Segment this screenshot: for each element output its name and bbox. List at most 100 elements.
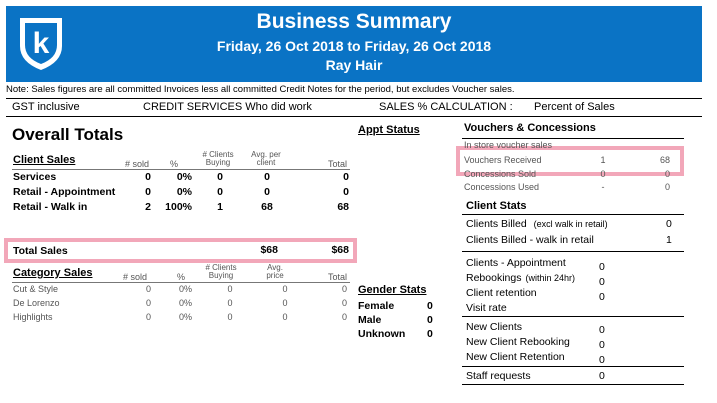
category-row-label: Cut & Style bbox=[13, 284, 59, 294]
voucher-row-label: In store voucher sales bbox=[464, 140, 553, 150]
total-sales-highlight bbox=[4, 238, 357, 263]
overall-totals-title: Overall Totals bbox=[12, 125, 124, 144]
cat-header-clients: # Clients Buying bbox=[205, 263, 237, 280]
voucher-row-label: Concessions Sold bbox=[464, 169, 537, 179]
divider bbox=[462, 384, 684, 385]
category-row-sold: 0 bbox=[145, 298, 151, 308]
category-row-sold: 0 bbox=[145, 312, 151, 322]
category-row-avg: 0 bbox=[282, 284, 288, 294]
report-note: Note: Sales figures are all committed In… bbox=[6, 84, 515, 95]
col-header-total: Total bbox=[327, 159, 347, 169]
client-sales-row-sold: 0 bbox=[145, 186, 151, 198]
salon-name: Ray Hair bbox=[325, 57, 383, 73]
col-header-sold: # sold bbox=[125, 159, 150, 169]
divider bbox=[6, 116, 702, 117]
staff-requests-value: 0 bbox=[599, 370, 605, 382]
divider bbox=[12, 282, 350, 283]
vouchers-title: Vouchers & Concessions bbox=[464, 122, 596, 134]
divider bbox=[462, 366, 684, 367]
category-row-clients: 0 bbox=[227, 298, 233, 308]
client-sales-row-pct: 0% bbox=[176, 171, 192, 183]
client-sales-row-total: 0 bbox=[343, 171, 349, 183]
category-row-total: 0 bbox=[341, 312, 347, 322]
clients-billed-label: Clients Billed (excl walk in retail) bbox=[466, 218, 608, 230]
col-header-clients: # Clients Buying bbox=[202, 150, 234, 167]
client-stat-label: Client retention bbox=[466, 287, 537, 299]
client-sales-title: Client Sales bbox=[13, 154, 76, 166]
divider bbox=[462, 138, 684, 139]
client-stat-label: Visit rate bbox=[466, 302, 507, 314]
category-row-pct: 0% bbox=[178, 284, 192, 294]
new-client-stat-label: New Client Retention bbox=[466, 351, 565, 363]
client-sales-row-clients: 0 bbox=[217, 186, 223, 198]
gender-row-label: Female bbox=[358, 300, 395, 312]
client-stat-label: Rebookings (within 24hr) bbox=[466, 272, 575, 284]
client-sales-row-avg: 68 bbox=[261, 201, 273, 213]
gender-row-label: Male bbox=[358, 314, 382, 326]
total-sales-label: Total Sales bbox=[13, 245, 68, 257]
client-sales-row-sold: 0 bbox=[145, 171, 151, 183]
client-sales-row-avg: 0 bbox=[264, 186, 270, 198]
clients-billed-walkin-label: Clients Billed - walk in retail bbox=[466, 234, 594, 246]
voucher-row-label: Vouchers Received bbox=[464, 155, 542, 165]
clients-billed-walkin-value: 1 bbox=[666, 234, 672, 246]
voucher-row-count: 1 bbox=[600, 155, 606, 165]
client-sales-row-pct: 100% bbox=[165, 201, 192, 213]
gender-row-value: 0 bbox=[427, 314, 433, 326]
sales-calc-value: Percent of Sales bbox=[534, 101, 615, 113]
category-row-clients: 0 bbox=[227, 312, 233, 322]
gender-row-value: 0 bbox=[427, 300, 433, 312]
report-header: k Business Summary Friday, 26 Oct 2018 t… bbox=[6, 6, 702, 82]
divider bbox=[462, 214, 684, 215]
cat-header-sold: # sold bbox=[123, 272, 148, 282]
category-row-avg: 0 bbox=[282, 298, 288, 308]
total-sales-avg: $68 bbox=[260, 244, 278, 256]
client-sales-row-total: 0 bbox=[343, 186, 349, 198]
category-sales-title: Category Sales bbox=[13, 267, 93, 279]
new-client-stat-value: 0 bbox=[599, 324, 605, 336]
category-row-clients: 0 bbox=[227, 284, 233, 294]
voucher-row-value: 0 bbox=[664, 169, 670, 179]
client-sales-row-clients: 0 bbox=[217, 171, 223, 183]
gst-setting: GST inclusive bbox=[12, 101, 80, 113]
client-stat-value: 0 bbox=[599, 276, 605, 288]
category-row-total: 0 bbox=[341, 284, 347, 294]
shield-logo-icon: k bbox=[16, 12, 66, 74]
new-client-stat-value: 0 bbox=[599, 339, 605, 351]
divider bbox=[12, 169, 350, 170]
client-sales-row-total: 68 bbox=[337, 201, 349, 213]
gender-row-value: 0 bbox=[427, 328, 433, 340]
client-sales-row-label: Retail - Appointment bbox=[13, 186, 116, 198]
vouchers-received-highlight bbox=[456, 146, 684, 176]
category-row-label: Highlights bbox=[13, 312, 53, 322]
voucher-row-count: - bbox=[601, 182, 605, 192]
category-row-pct: 0% bbox=[178, 312, 192, 322]
appt-status-title: Appt Status bbox=[358, 124, 420, 136]
col-header-pct: % bbox=[170, 159, 179, 169]
cat-header-avg: Avg. price bbox=[266, 263, 284, 280]
divider bbox=[6, 98, 702, 99]
voucher-row-count: 0 bbox=[600, 169, 606, 179]
staff-requests-label: Staff requests bbox=[466, 370, 531, 382]
report-title: Business Summary bbox=[256, 10, 452, 33]
category-row-sold: 0 bbox=[145, 284, 151, 294]
client-stat-value: 0 bbox=[599, 291, 605, 303]
new-client-stat-value: 0 bbox=[599, 354, 605, 366]
category-row-total: 0 bbox=[341, 298, 347, 308]
report-date-range: Friday, 26 Oct 2018 to Friday, 26 Oct 20… bbox=[216, 38, 492, 54]
divider bbox=[462, 251, 684, 252]
total-sales-total: $68 bbox=[331, 244, 349, 256]
cat-header-total: Total bbox=[327, 272, 347, 282]
client-sales-row-label: Services bbox=[13, 171, 57, 183]
col-header-avg: Avg. per client bbox=[251, 150, 281, 167]
new-client-stat-label: New Client Rebooking bbox=[466, 336, 570, 348]
category-row-pct: 0% bbox=[178, 298, 192, 308]
client-sales-row-clients: 1 bbox=[217, 201, 223, 213]
client-stats-title: Client Stats bbox=[466, 200, 527, 212]
category-row-avg: 0 bbox=[282, 312, 288, 322]
clients-billed-value: 0 bbox=[666, 218, 672, 230]
client-stat-label: Clients - Appointment bbox=[466, 257, 566, 269]
cat-header-pct: % bbox=[177, 272, 186, 282]
new-client-stat-label: New Clients bbox=[466, 321, 523, 333]
client-stat-value: 0 bbox=[599, 261, 605, 273]
